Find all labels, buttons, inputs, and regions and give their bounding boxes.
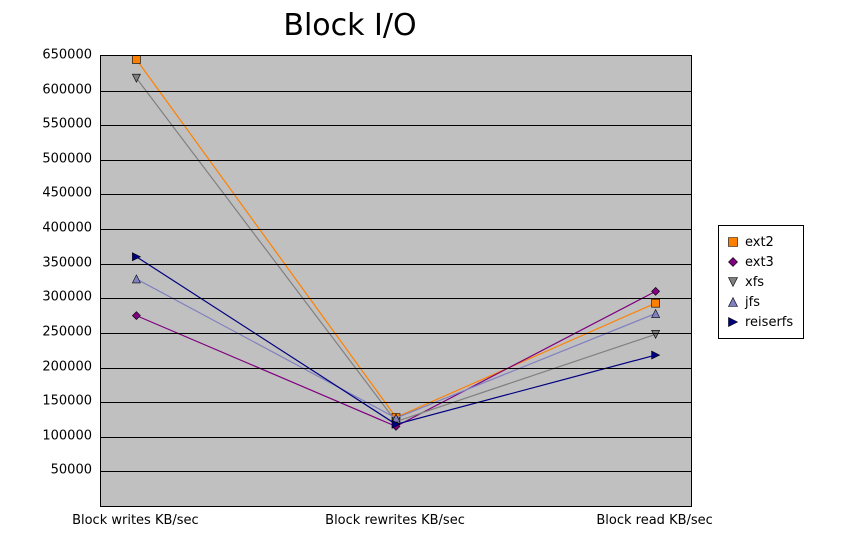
y-tick-label: 350000 (0, 255, 92, 270)
y-tick-label: 300000 (0, 290, 92, 305)
y-tick-label: 250000 (0, 324, 92, 339)
legend: ext2 ext3 xfs jfs reiserfs (718, 225, 804, 339)
plot-area (100, 55, 692, 507)
y-tick-label: 600000 (0, 82, 92, 97)
jfs-marker-icon (727, 296, 739, 308)
y-tick-label: 400000 (0, 221, 92, 236)
legend-label: xfs (745, 275, 764, 290)
legend-item: jfs (727, 292, 793, 312)
y-tick-label: 100000 (0, 428, 92, 443)
y-tick-label: 500000 (0, 151, 92, 166)
y-tick-label: 650000 (0, 48, 92, 63)
x-tick-label: Block writes KB/sec (72, 513, 199, 528)
plot-svg (101, 56, 691, 506)
ext3-marker-icon (727, 256, 739, 268)
legend-item: ext2 (727, 232, 793, 252)
x-tick-label: Block rewrites KB/sec (325, 513, 465, 528)
ext2-marker-icon (727, 236, 739, 248)
legend-label: reiserfs (745, 315, 793, 330)
y-tick-label: 550000 (0, 117, 92, 132)
x-tick-label: Block read KB/sec (596, 513, 712, 528)
y-tick-label: 150000 (0, 394, 92, 409)
legend-item: xfs (727, 272, 793, 292)
xfs-marker-icon (727, 276, 739, 288)
legend-label: jfs (745, 295, 760, 310)
legend-item: ext3 (727, 252, 793, 272)
reiserfs-marker-icon (727, 316, 739, 328)
y-tick-label: 50000 (0, 463, 92, 478)
legend-label: ext3 (745, 255, 774, 270)
y-tick-label: 200000 (0, 359, 92, 374)
chart-title: Block I/O (0, 8, 700, 43)
y-tick-label: 450000 (0, 186, 92, 201)
legend-item: reiserfs (727, 312, 793, 332)
legend-label: ext2 (745, 235, 774, 250)
